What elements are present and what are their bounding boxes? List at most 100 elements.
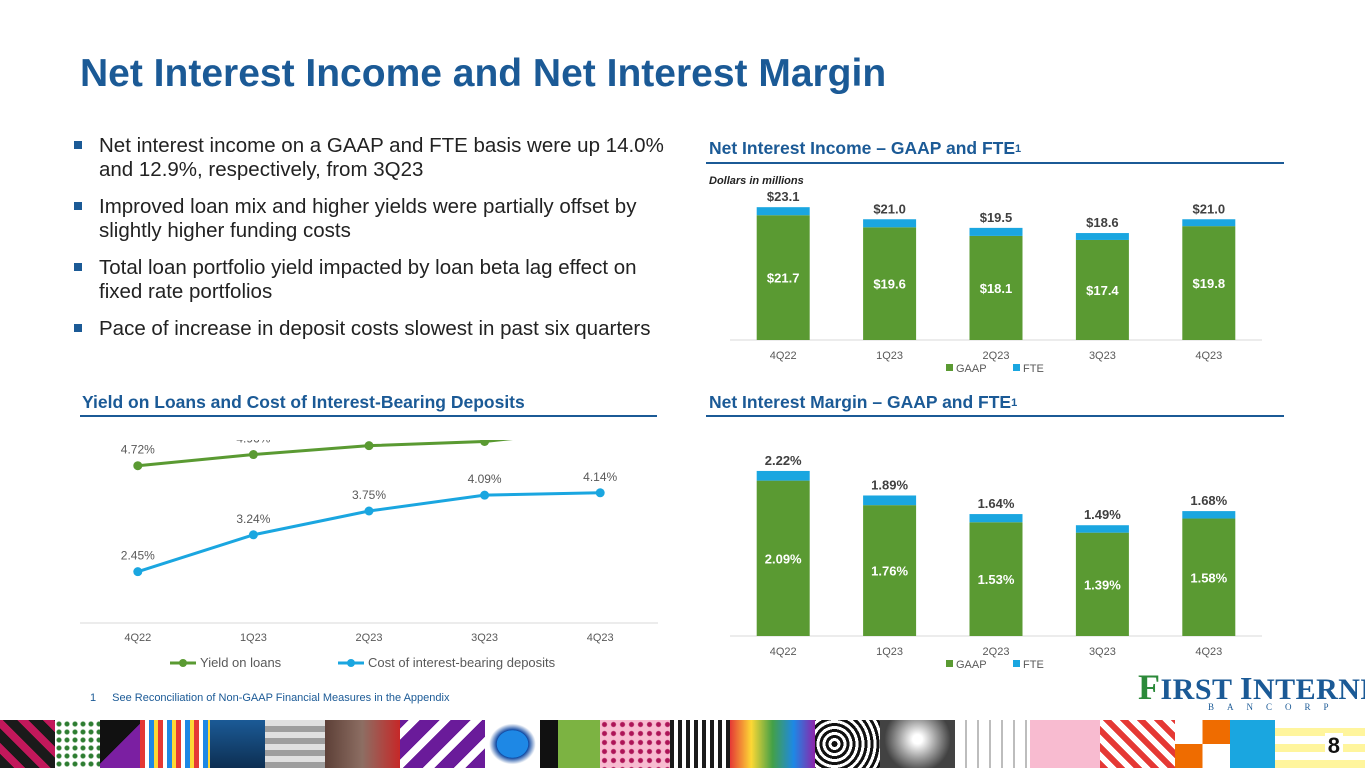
bar-gaap xyxy=(756,215,810,340)
legend-marker-yield xyxy=(179,659,187,667)
x-tick-label: 3Q23 xyxy=(1089,646,1116,658)
bar-gaap xyxy=(863,505,917,636)
bar-gaap xyxy=(1075,532,1129,636)
decorative-image-strip xyxy=(0,720,1365,768)
x-tick-label: 4Q22 xyxy=(770,646,797,658)
data-label: 3.75% xyxy=(352,488,386,502)
logo-i: I xyxy=(1240,670,1253,706)
bar-gaap-label: $19.6 xyxy=(873,277,906,292)
bar-gaap-label: 1.53% xyxy=(978,572,1015,587)
data-point xyxy=(133,567,143,577)
x-tick-label: 4Q22 xyxy=(770,350,797,362)
logo-first: IRST xyxy=(1160,673,1240,706)
bar-gaap-label: $21.7 xyxy=(767,271,800,286)
yield-section-rule xyxy=(80,415,657,417)
bar-total-label: 2.22% xyxy=(765,455,802,468)
legend-label-gaap: GAAP xyxy=(956,659,987,671)
x-tick-label: 1Q23 xyxy=(876,350,903,362)
x-tick-label: 2Q23 xyxy=(983,350,1010,362)
legend-swatch-gaap xyxy=(946,660,953,667)
strip-tile xyxy=(210,720,265,768)
deposit-cost-line xyxy=(137,491,601,574)
data-point xyxy=(595,488,605,498)
nii-chart: $21.7 $23.1 4Q22 $19.6 $21.0 1Q23 $18.1 $19.5 2Q… xyxy=(730,190,1262,375)
data-label: 4.09% xyxy=(468,472,502,486)
x-tick-label: 2Q23 xyxy=(356,632,383,644)
data-label: 3.24% xyxy=(236,512,270,526)
strip-tile xyxy=(670,720,730,768)
bar-total-label: 1.89% xyxy=(871,477,908,492)
nim-section-rule xyxy=(706,415,1284,417)
logo-wordmark: FIRST INTERNET xyxy=(1138,669,1365,706)
nim-section-title: Net Interest Margin – GAAP and FTE1 xyxy=(709,392,1017,413)
x-tick-label: 2Q23 xyxy=(983,646,1010,658)
legend-marker-deposits xyxy=(347,659,355,667)
bar-total-label: $18.6 xyxy=(1086,215,1119,230)
data-point xyxy=(133,461,143,471)
data-label: 4.72% xyxy=(121,443,155,457)
bullet-list: Net interest income on a GAAP and FTE ba… xyxy=(74,134,674,354)
bullet-text: Total loan portfolio yield impacted by l… xyxy=(99,256,637,303)
x-tick-label: 4Q23 xyxy=(587,632,614,644)
footnote-text: See Reconciliation of Non-GAAP Financial… xyxy=(112,692,450,704)
strip-tile xyxy=(1030,720,1100,768)
bar-fte xyxy=(756,470,810,481)
data-label: 4.96% xyxy=(236,440,270,446)
bullet-item: Total loan portfolio yield impacted by l… xyxy=(74,256,674,304)
bar-fte xyxy=(756,207,810,216)
bullet-text: Pace of increase in deposit costs slowes… xyxy=(99,317,651,340)
bar-total-label: 1.64% xyxy=(978,496,1015,511)
nii-units-note: Dollars in millions xyxy=(709,175,804,187)
bar-fte xyxy=(1182,511,1236,519)
strip-tile xyxy=(0,720,55,768)
bar-gaap xyxy=(969,522,1023,636)
nim-footnote-ref: 1 xyxy=(1011,397,1018,409)
nii-section-rule xyxy=(706,162,1284,164)
bullet-marker xyxy=(74,324,82,332)
x-tick-label: 4Q22 xyxy=(124,632,151,644)
nii-section-title: Net Interest Income – GAAP and FTE1 xyxy=(709,138,1021,159)
strip-tile xyxy=(325,720,400,768)
x-tick-label: 1Q23 xyxy=(240,632,267,644)
yield-chart: 4.72%4.96%5.15%5.24%5.50%2.45%3.24%3.75%… xyxy=(80,440,658,670)
strip-tile xyxy=(400,720,485,768)
strip-tile xyxy=(880,720,955,768)
bar-total-label: $21.0 xyxy=(1193,201,1226,216)
legend-label-fte: FTE xyxy=(1023,363,1044,375)
bar-gaap xyxy=(1182,518,1236,636)
data-point xyxy=(480,440,490,446)
legend-label-yield: Yield on loans xyxy=(200,655,282,670)
nim-title-text: Net Interest Margin – GAAP and FTE xyxy=(709,392,1012,412)
bar-fte xyxy=(863,495,917,506)
strip-tile xyxy=(955,720,1030,768)
bar-gaap xyxy=(1182,226,1236,340)
bullet-text: Improved loan mix and higher yields were… xyxy=(99,195,637,242)
x-tick-label: 3Q23 xyxy=(1089,350,1116,362)
legend-label-deposits: Cost of interest-bearing deposits xyxy=(368,655,556,670)
strip-tile xyxy=(265,720,325,768)
yield-section-title: Yield on Loans and Cost of Interest-Bear… xyxy=(82,392,525,412)
legend-swatch-fte xyxy=(1013,364,1020,371)
data-point xyxy=(480,490,490,500)
strip-tile xyxy=(55,720,100,768)
page-title: Net Interest Income and Net Interest Mar… xyxy=(80,52,887,95)
x-tick-label: 1Q23 xyxy=(876,646,903,658)
bar-total-label: $19.5 xyxy=(980,210,1013,225)
bar-gaap xyxy=(969,235,1023,340)
legend-label-gaap: GAAP xyxy=(956,363,987,375)
strip-tile xyxy=(540,720,600,768)
bar-fte xyxy=(1075,233,1129,240)
bar-fte xyxy=(863,219,917,228)
bar-fte xyxy=(1182,219,1236,227)
bar-total-label: $21.0 xyxy=(873,201,906,216)
logo-f: F xyxy=(1138,667,1161,707)
bar-total-label: 1.68% xyxy=(1190,493,1227,508)
data-point xyxy=(248,530,258,540)
bar-fte xyxy=(1075,525,1129,533)
bullet-item: Improved loan mix and higher yields were… xyxy=(74,195,674,243)
bar-gaap xyxy=(756,480,810,636)
strip-tile xyxy=(600,720,670,768)
bar-gaap-label: $19.8 xyxy=(1193,276,1226,291)
bullet-item: Net interest income on a GAAP and FTE ba… xyxy=(74,134,674,182)
bar-gaap-label: 1.76% xyxy=(871,564,908,579)
